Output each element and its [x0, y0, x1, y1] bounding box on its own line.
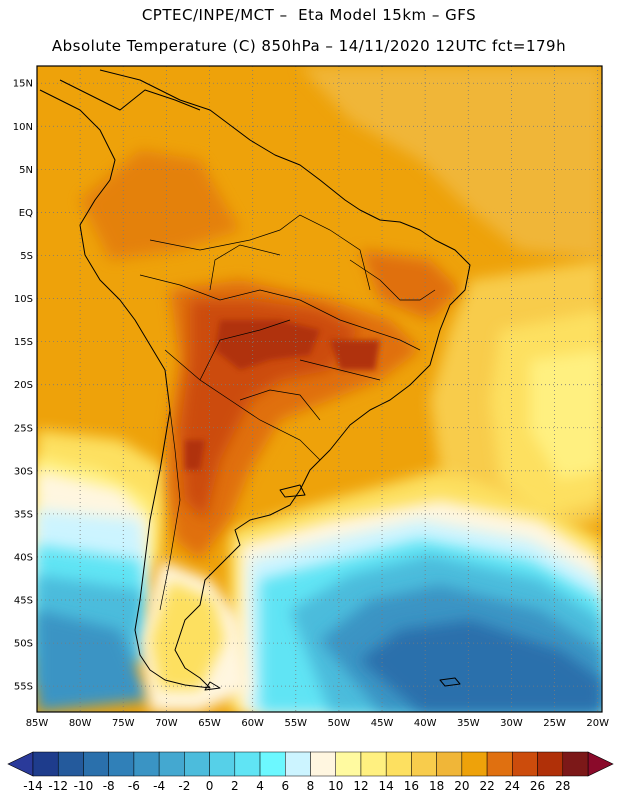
lon-tick-label: 60W	[241, 718, 264, 729]
colorbar-tick-label: -10	[74, 779, 94, 793]
lon-tick-label: 25W	[543, 718, 566, 729]
colorbar-tick-label: 6	[281, 779, 289, 793]
lat-tick-label: 45S	[14, 596, 33, 607]
lat-tick-label: 30S	[14, 466, 33, 477]
colorbar-swatch	[461, 751, 488, 777]
colorbar-swatch	[259, 751, 286, 777]
longitude-axis: 85W 80W 75W 70W 65W 60W 55W 50W 45W 40W 35W 30W 25W 2…	[26, 718, 609, 729]
lon-tick-label: 75W	[112, 718, 135, 729]
colorbar-swatch	[108, 751, 135, 777]
lat-tick-label: 20S	[14, 380, 33, 391]
colorbar-swatch	[234, 751, 261, 777]
lat-tick-label: 15S	[14, 337, 33, 348]
lat-tick-label: EQ	[19, 208, 33, 219]
lon-tick-label: 20W	[586, 718, 609, 729]
colorbar-swatch	[133, 751, 160, 777]
colorbar-tick-label: 24	[505, 779, 520, 793]
lon-tick-label: 70W	[155, 718, 178, 729]
colorbar-tick-label: -6	[128, 779, 140, 793]
lon-tick-label: 30W	[500, 718, 523, 729]
colorbar-tick-label: -8	[103, 779, 115, 793]
colorbar-tick-label: -14	[23, 779, 43, 793]
colorbar-tick-label: 0	[206, 779, 214, 793]
lon-tick-label: 65W	[198, 718, 221, 729]
lat-tick-label: 10N	[13, 122, 33, 133]
colorbar-swatch	[209, 751, 236, 777]
colorbar-tick-label: 8	[307, 779, 315, 793]
lat-tick-label: 35S	[14, 509, 33, 520]
colorbar-tick-label: 28	[555, 779, 570, 793]
lon-tick-label: 80W	[69, 718, 92, 729]
colorbar-tick-label: 16	[404, 779, 419, 793]
chart-title-line2: Absolute Temperature (C) 850hPa – 14/11/…	[51, 37, 567, 55]
lat-tick-label: 50S	[14, 639, 33, 650]
temperature-field	[37, 66, 602, 712]
colorbar: -14 -12 -10 -8 -6 -4 -2 0 2 4 6 8 10 12 14 16 18 20 22 24 26…	[7, 751, 614, 793]
colorbar-tick-label: 18	[429, 779, 444, 793]
lon-tick-label: 45W	[371, 718, 394, 729]
colorbar-tick-label: 26	[530, 779, 545, 793]
colorbar-tick-label: 20	[454, 779, 469, 793]
latitude-axis: 15N 10N 5N EQ 5S 10S 15S 20S 25S 30S 35S 40S 45S 50S 5…	[13, 79, 33, 693]
colorbar-swatch	[184, 751, 210, 777]
colorbar-swatch	[486, 751, 513, 777]
lat-tick-label: 10S	[14, 294, 33, 305]
chart-title-line1: CPTEC/INPE/MCT – Eta Model 15km – GFS	[141, 6, 477, 24]
colorbar-tick-label: -4	[153, 779, 165, 793]
colorbar-swatch	[385, 751, 412, 777]
colorbar-tick-label: -2	[178, 779, 190, 793]
colorbar-under-arrow	[7, 751, 34, 777]
colorbar-swatch	[310, 751, 336, 777]
colorbar-swatch	[411, 751, 437, 777]
lon-tick-label: 55W	[284, 718, 307, 729]
map-frame	[36, 65, 603, 713]
coastline	[39, 69, 471, 691]
lat-tick-label: 40S	[14, 552, 33, 563]
lat-tick-label: 5S	[20, 251, 33, 262]
lon-tick-label: 50W	[328, 718, 351, 729]
colorbar-swatch	[83, 751, 109, 777]
colorbar-swatch	[335, 751, 362, 777]
lat-tick-label: 5N	[19, 165, 33, 176]
colorbar-tick-label: 2	[231, 779, 239, 793]
colorbar-tick-label: 10	[328, 779, 343, 793]
colorbar-tick-label: 22	[479, 779, 494, 793]
colorbar-swatch	[57, 751, 84, 777]
lat-tick-label: 25S	[14, 423, 33, 434]
colorbar-tick-label: 14	[379, 779, 394, 793]
country-borders	[139, 214, 436, 611]
colorbar-over-arrow	[587, 751, 614, 777]
lon-tick-label: 85W	[26, 718, 49, 729]
colorbar-swatch	[285, 751, 311, 777]
lon-tick-label: 35W	[457, 718, 480, 729]
lat-tick-label: 55S	[14, 682, 33, 693]
colorbar-swatch	[158, 751, 185, 777]
colorbar-swatch	[32, 751, 59, 777]
colorbar-swatch	[436, 751, 463, 777]
lat-tick-label: 15N	[13, 79, 33, 90]
colorbar-swatch	[537, 751, 564, 777]
colorbar-swatch	[360, 751, 387, 777]
lon-tick-label: 40W	[414, 718, 437, 729]
colorbar-tick-label: -12	[48, 779, 68, 793]
colorbar-tick-label: 12	[353, 779, 368, 793]
colorbar-swatch	[512, 751, 538, 777]
colorbar-tick-label: 4	[256, 779, 264, 793]
colorbar-swatch	[562, 751, 589, 777]
